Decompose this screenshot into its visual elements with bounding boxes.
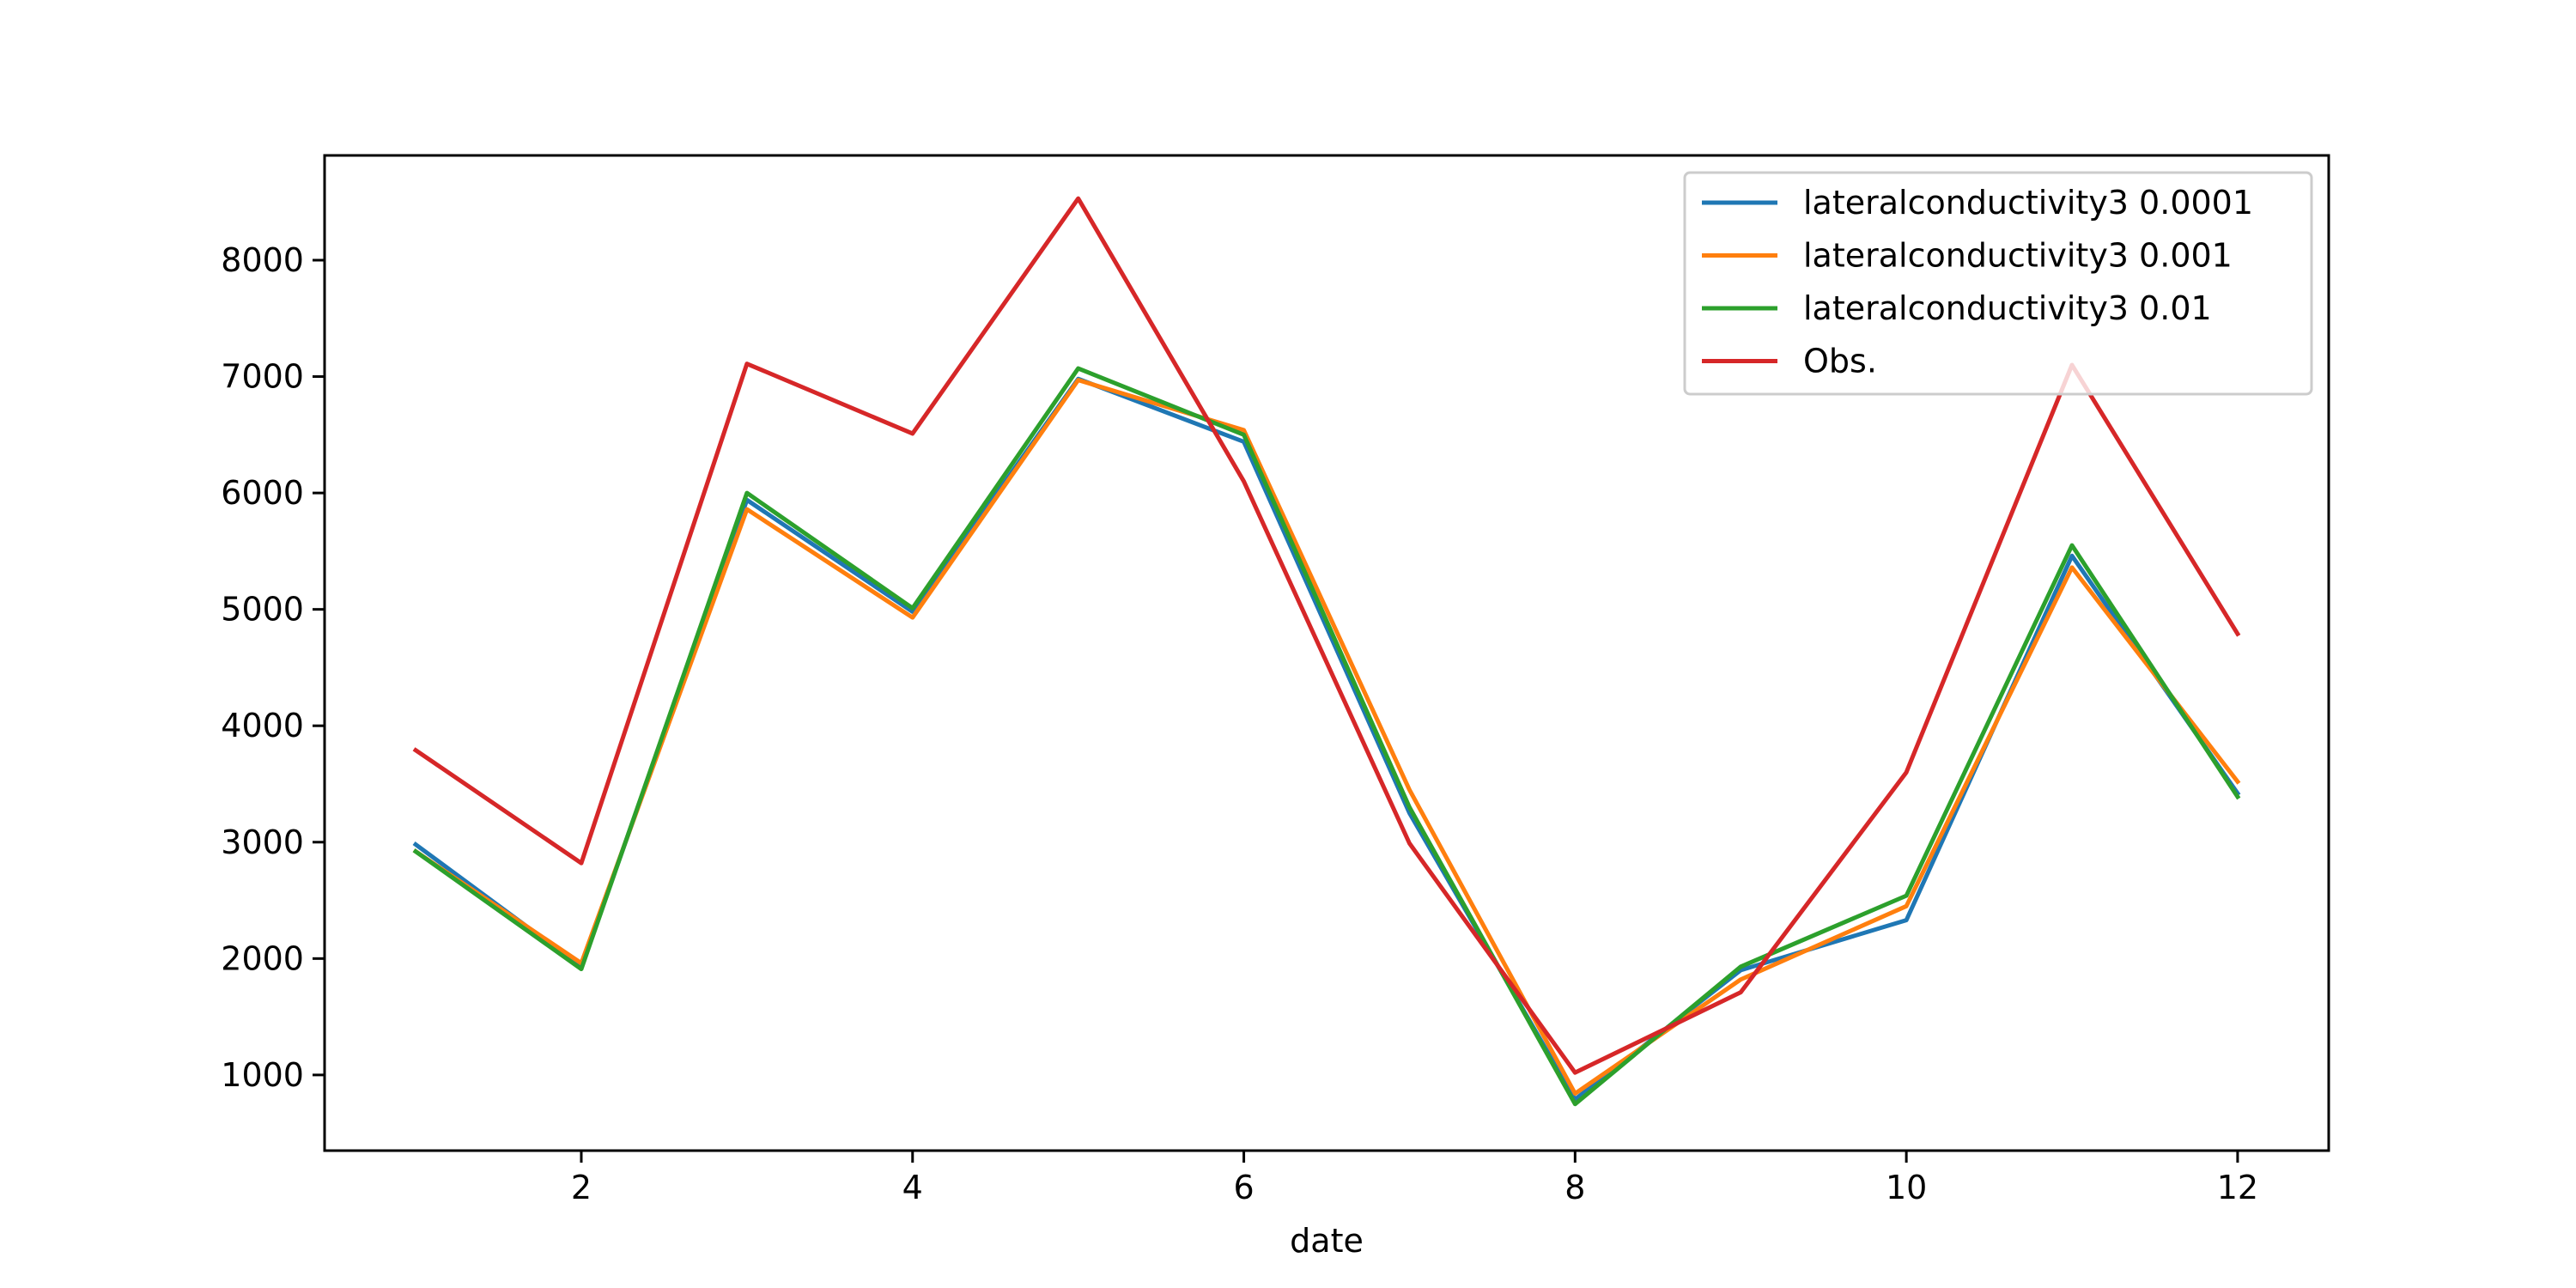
y-tick-label: 6000 bbox=[221, 474, 304, 512]
legend-label-2: lateralconductivity3 0.01 bbox=[1803, 289, 2212, 327]
legend-label-0: lateralconductivity3 0.0001 bbox=[1803, 184, 2253, 222]
x-tick-label: 6 bbox=[1233, 1169, 1254, 1206]
legend-label-3: Obs. bbox=[1803, 343, 1877, 380]
x-axis: 2 4 6 8 10 12 bbox=[571, 1151, 2258, 1206]
y-tick-label: 1000 bbox=[221, 1056, 304, 1094]
x-tick-label: 10 bbox=[1886, 1169, 1927, 1206]
y-tick-label: 7000 bbox=[221, 358, 304, 396]
y-tick-label: 2000 bbox=[221, 939, 304, 977]
y-tick-label: 3000 bbox=[221, 823, 304, 861]
plot-frame bbox=[323, 154, 2330, 1152]
plot-lines bbox=[412, 196, 2241, 1107]
y-tick-label: 4000 bbox=[221, 707, 304, 744]
x-tick-label: 12 bbox=[2217, 1169, 2258, 1206]
series-line-3 bbox=[412, 196, 2241, 1075]
y-tick-label: 8000 bbox=[221, 241, 304, 279]
legend-box bbox=[1683, 171, 2313, 396]
x-tick-label: 4 bbox=[902, 1169, 923, 1206]
x-tick-label: 8 bbox=[1564, 1169, 1585, 1206]
x-axis-label: date bbox=[1290, 1222, 1364, 1260]
legend: lateralconductivity3 0.0001 lateralconduc… bbox=[1683, 171, 2313, 396]
series-line-1 bbox=[412, 378, 2241, 1097]
series-line-2 bbox=[412, 366, 2241, 1107]
x-tick-label: 2 bbox=[571, 1169, 592, 1206]
y-tick-label: 5000 bbox=[221, 591, 304, 629]
y-axis: 1000 2000 3000 4000 5000 6000 7000 8000 bbox=[221, 241, 325, 1094]
legend-label-1: lateralconductivity3 0.001 bbox=[1803, 237, 2233, 275]
